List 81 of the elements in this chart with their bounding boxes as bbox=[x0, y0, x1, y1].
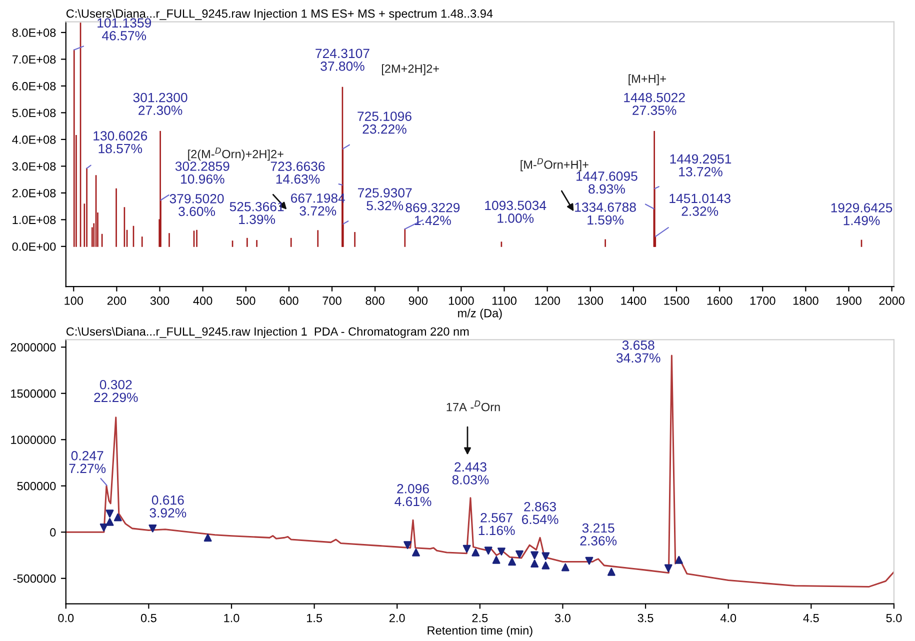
x-tick-label: 1900 bbox=[836, 296, 862, 305]
x-tick-label: 1400 bbox=[621, 296, 646, 305]
annotation: 0.616 3.92% bbox=[150, 495, 186, 518]
x-tick-label: 4.5 bbox=[803, 614, 819, 622]
chart-title: C:\Users\Diana...r_FULL_9245.raw Injection 1 PDA - Chromatogram 220 nm bbox=[66, 327, 469, 338]
annotation: 724.3107 37.80% bbox=[316, 48, 370, 71]
annotation: 2.096 4.61% bbox=[394, 484, 432, 506]
x-tick-label: 1.5 bbox=[307, 614, 322, 622]
x-tick-label: 2000 bbox=[879, 296, 904, 305]
x-tick-label: 4.0 bbox=[720, 614, 736, 622]
y-tick-label: 0 bbox=[50, 528, 56, 537]
annotation: 0.302 22.29% bbox=[94, 380, 138, 402]
y-tick-label: 2.0E+08 bbox=[12, 188, 56, 198]
x-tick-label: 1200 bbox=[535, 296, 560, 305]
annotation: 1449.2951 13.72% bbox=[670, 154, 732, 176]
annotation: 2.567 1.16% bbox=[478, 512, 515, 536]
annotation: [M-$^{D}$Orn+H]+ bbox=[520, 158, 588, 172]
x-tick-label: 1000 bbox=[448, 296, 474, 305]
annotation: 0.247 7.27% bbox=[69, 451, 106, 474]
annotation: 101.1359 46.57% bbox=[98, 18, 152, 40]
y-tick-label: 1500000 bbox=[11, 389, 56, 398]
x-tick-label: 1700 bbox=[750, 296, 776, 305]
annotation: 1334.6788 1.59% bbox=[575, 202, 636, 225]
chart-title: C:\Users\Diana...r_FULL_9245.raw Injection 1 MS ES+ MS + spectrum 1.48..3.94 bbox=[66, 9, 493, 20]
y-tick-label: 500000 bbox=[17, 482, 56, 490]
annotation: 1447.6095 8.93% bbox=[576, 172, 638, 194]
annotation: 1093.5034 1.00% bbox=[485, 200, 546, 223]
x-tick-label: 1100 bbox=[492, 296, 516, 305]
x-tick-label: 2.5 bbox=[472, 614, 488, 622]
x-tick-label: 900 bbox=[408, 296, 428, 305]
x-tick-label: 500 bbox=[236, 296, 256, 305]
annotation: 1448.5022 27.35% bbox=[624, 92, 685, 115]
y-tick-label: 8.0E+08 bbox=[12, 28, 56, 37]
y-tick-label: 3.0E+08 bbox=[12, 162, 56, 171]
x-tick-label: 200 bbox=[107, 296, 126, 305]
annotation: 723.6636 14.63% bbox=[270, 162, 325, 184]
x-tick-label: 1300 bbox=[578, 296, 604, 305]
annotation: [M+H]+ bbox=[628, 74, 666, 86]
annotation: 301.2300 27.30% bbox=[133, 92, 188, 115]
x-tick-label: 1600 bbox=[707, 296, 732, 305]
x-tick-label: 100 bbox=[64, 296, 84, 305]
x-tick-label: 3.5 bbox=[638, 614, 654, 622]
annotation: 379.5020 3.60% bbox=[170, 194, 224, 216]
y-tick-label: 7.0E+08 bbox=[12, 55, 56, 64]
x-axis-title: m/z (Da) bbox=[458, 308, 502, 320]
annotation: 1451.0143 2.32% bbox=[670, 194, 730, 216]
x-tick-label: 5.0 bbox=[886, 614, 902, 622]
x-tick-label: 3.0 bbox=[554, 614, 570, 622]
x-tick-label: 1500 bbox=[664, 296, 690, 305]
y-tick-label: 0.0E+00 bbox=[12, 242, 56, 251]
annotation: 2.863 6.54% bbox=[522, 502, 558, 524]
x-tick-label: 0.0 bbox=[58, 614, 74, 622]
x-tick-label: 0.5 bbox=[140, 614, 156, 622]
x-axis-title: Retention time (min) bbox=[428, 626, 532, 637]
y-tick-label: -500000 bbox=[13, 574, 56, 583]
annotation: 130.6026 18.57% bbox=[94, 131, 148, 154]
x-tick-label: 1.0 bbox=[224, 614, 240, 622]
annotation: 302.2859 10.96% bbox=[175, 162, 230, 184]
annotation: 725.1096 23.22% bbox=[358, 112, 412, 134]
annotation: 525.3661 1.39% bbox=[230, 202, 284, 224]
annotation: 869.3229 1.42% bbox=[406, 202, 460, 226]
y-tick-label: 6.0E+08 bbox=[12, 82, 56, 90]
annotation: 3.215 2.36% bbox=[580, 523, 617, 546]
annotation: 3.658 34.37% bbox=[616, 340, 660, 363]
x-tick-label: 800 bbox=[366, 296, 384, 305]
x-tick-label: 2.0 bbox=[390, 614, 405, 622]
y-tick-label: 2000000 bbox=[10, 343, 56, 352]
annotation: [2M+2H]2+ bbox=[382, 64, 439, 76]
y-tick-label: 1.0E+08 bbox=[12, 216, 56, 224]
x-tick-label: 300 bbox=[150, 296, 170, 305]
y-tick-label: 5.0E+08 bbox=[12, 108, 56, 118]
annotation: 1929.6425 1.49% bbox=[831, 203, 892, 226]
annotation: 2.443 8.03% bbox=[452, 462, 489, 484]
annotation: 17A -$^{D}$Orn bbox=[446, 400, 500, 412]
x-tick-label: 600 bbox=[280, 296, 298, 305]
annotation: [2(M-$^{D}$Orn)+2H]2+ bbox=[188, 148, 284, 161]
x-tick-label: 1800 bbox=[793, 296, 818, 305]
y-tick-label: 4.0E+08 bbox=[12, 135, 56, 144]
x-tick-label: 700 bbox=[322, 296, 342, 305]
x-tick-label: 400 bbox=[193, 296, 212, 305]
y-tick-label: 1000000 bbox=[11, 436, 56, 444]
